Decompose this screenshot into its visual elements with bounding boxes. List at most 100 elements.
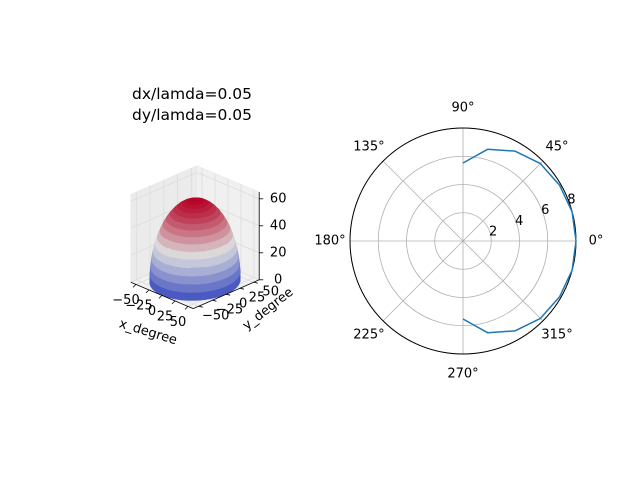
z-tick-label: 0: [274, 272, 282, 287]
surface-patch: [175, 266, 184, 276]
surface-patch: [182, 259, 191, 269]
x-tick: [132, 284, 137, 288]
surface-patch: [193, 205, 197, 210]
polar-theta-tick-label: 0°: [589, 234, 604, 249]
surface-patch: [202, 242, 211, 252]
surface-patch: [204, 265, 213, 276]
polar-axes: 0° 45° 90° 135° 180° 225° 270° 315° 2 4 6 8: [314, 101, 603, 382]
y-tick: [198, 305, 203, 308]
x-tick-label: 50: [170, 315, 187, 330]
polar-angular-gridline: [382, 160, 464, 242]
z-tick-label: 20: [270, 245, 287, 260]
surface-patch: [196, 223, 202, 231]
surface-patch: [192, 213, 197, 220]
surface-patch: [190, 237, 198, 245]
surface-patch: [203, 250, 212, 260]
surface-patch: [191, 224, 197, 232]
y-tick-label: 50: [262, 285, 279, 300]
surface-patch: [183, 251, 191, 261]
polar-theta-tick-label: 180°: [314, 234, 345, 249]
polar-r-tick-label: 4: [515, 214, 523, 229]
polar-r-tick-label: 6: [541, 203, 549, 218]
polar-angular-gridline: [462, 240, 544, 322]
surface-patch: [192, 208, 197, 214]
surface-patch: [189, 267, 198, 277]
surface-patch: [190, 244, 198, 253]
surface-patch: [169, 256, 178, 268]
z-tick-label: 40: [270, 218, 287, 233]
surface-patch: [201, 229, 209, 238]
surface-patch: [174, 282, 183, 293]
surface-patch: [189, 275, 198, 285]
polar-theta-tick-label: 135°: [353, 139, 384, 154]
surface-patch: [191, 218, 197, 225]
y-tick-label: −25: [216, 303, 243, 318]
surface-patch: [177, 243, 186, 253]
surface-patch: [176, 250, 185, 260]
polar-angular-gridline: [462, 160, 544, 242]
surface-patch: [174, 290, 183, 301]
polar-r-tick-label: 8: [567, 192, 575, 207]
surface-patch: [175, 258, 184, 268]
surface-patch: [204, 273, 213, 284]
y-tick: [239, 287, 245, 290]
y-tick-label: 25: [249, 291, 266, 306]
surface-patch: [195, 213, 201, 219]
surface-patch: [181, 291, 191, 301]
polar-theta-tick-label: 315°: [541, 328, 572, 343]
surface-patch: [197, 283, 206, 293]
surface-patch: [187, 218, 193, 225]
surface-patch: [182, 275, 191, 285]
surface-patch: [204, 257, 212, 268]
y-tick-label: −50: [202, 309, 229, 324]
surface-patch: [190, 251, 198, 261]
polar-angular-gridline: [382, 240, 464, 322]
polar-theta-tick-label: 225°: [353, 328, 384, 343]
surface-patch: [197, 291, 206, 301]
y-tick-label: 0: [239, 297, 247, 312]
y-tick: [253, 281, 258, 284]
z-tick-label: 60: [270, 191, 287, 206]
surface-patch: [184, 236, 192, 245]
surface-patch: [205, 281, 214, 292]
chart-title-line-1: dx/lamda=0.05: [132, 85, 252, 103]
surface-patch: [197, 275, 206, 285]
surface-patch: [189, 259, 198, 269]
surface-patch: [196, 243, 204, 253]
surface-patch: [196, 218, 202, 225]
surface-patch: [191, 230, 198, 238]
surface-patch: [210, 256, 219, 267]
surface-patch: [185, 230, 192, 238]
surface-patch: [179, 236, 187, 245]
surface-patch: [197, 266, 206, 277]
surface-patch: [197, 258, 205, 269]
surface-patch: [174, 274, 183, 285]
y-tick: [212, 299, 217, 302]
x-tick: [171, 300, 176, 305]
x-tick-label: −25: [125, 298, 152, 313]
chart-title-line-2: dy/lamda=0.05: [132, 106, 252, 124]
surface-patch: [205, 290, 214, 300]
surface-patch: [196, 229, 203, 238]
polar-theta-tick-label: 270°: [447, 367, 478, 382]
surface-patch: [186, 223, 193, 232]
y-tick: [226, 293, 231, 296]
surface-patch: [182, 267, 191, 277]
x-tick-label: −50: [112, 293, 139, 308]
surface-patch: [196, 251, 205, 261]
surface-patch: [196, 236, 204, 245]
surface-patch: [189, 292, 198, 301]
surface-patch: [202, 235, 210, 245]
surface-patch: [183, 244, 192, 253]
surface-patch: [189, 283, 198, 293]
surface-patch: [193, 202, 196, 206]
surface-patch: [181, 283, 191, 293]
x-tick: [145, 289, 150, 294]
polar-theta-tick-label: 90°: [451, 101, 474, 116]
polar-theta-tick-label: 45°: [546, 139, 569, 154]
x-tick: [184, 306, 189, 310]
polar-r-tick-label: 2: [489, 225, 497, 240]
x-tick-label: 0: [148, 304, 156, 319]
polar-series-line: [462, 148, 577, 334]
